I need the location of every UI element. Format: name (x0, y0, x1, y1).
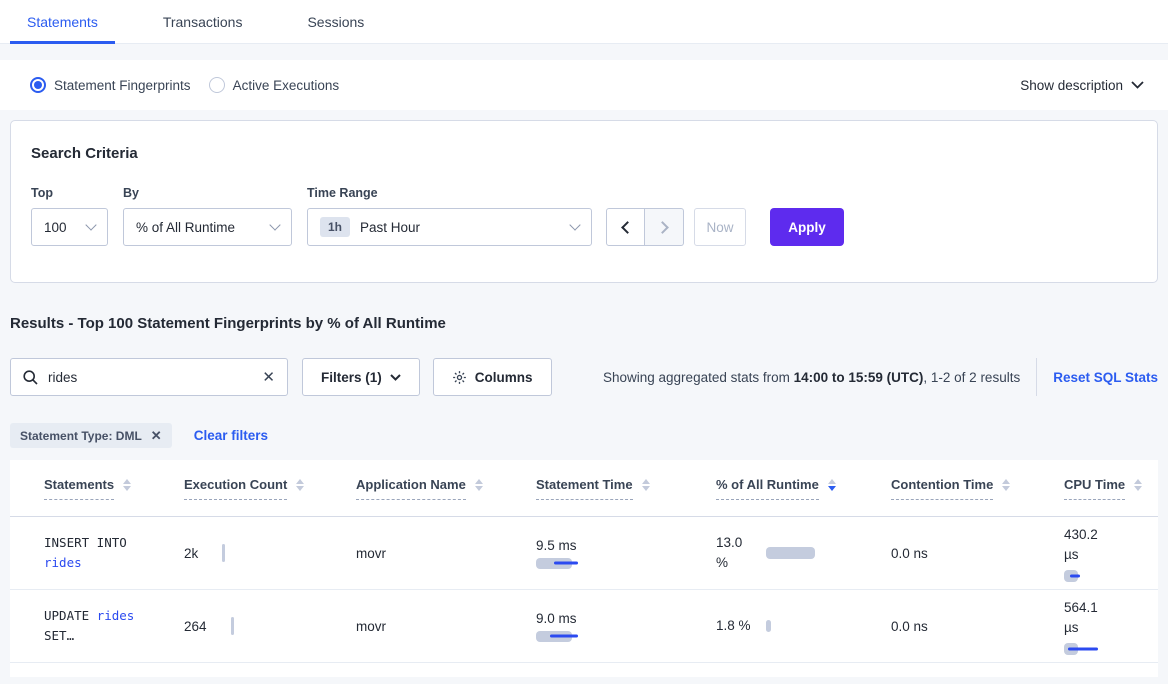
show-description-toggle[interactable]: Show description (1020, 78, 1144, 93)
percent-runtime-cell: 1.8 % (716, 616, 891, 636)
search-icon (23, 369, 38, 385)
radio-unselected-icon[interactable] (208, 77, 225, 93)
previous-time-range-button[interactable] (606, 208, 645, 246)
percent-runtime-bar (766, 620, 771, 632)
cpu-time-bar (1064, 642, 1098, 655)
remove-filter-icon[interactable]: ✕ (150, 427, 162, 443)
sort-icon[interactable] (296, 479, 305, 491)
column-header-percent-of-all-runtime[interactable]: % of All Runtime (716, 477, 891, 500)
by-value: % of All Runtime (136, 219, 236, 235)
radio-active-executions[interactable]: Active Executions (208, 77, 340, 93)
time-range-label: Time Range (307, 186, 378, 200)
percent-runtime-bar (766, 547, 815, 559)
filters-button-label: Filters (1) (321, 369, 382, 385)
chevron-down-icon (569, 219, 581, 231)
apply-button[interactable]: Apply (770, 208, 844, 246)
by-label: By (123, 186, 139, 200)
tab-transactions[interactable]: Transactions (162, 14, 243, 30)
application-name-cell: movr (356, 545, 386, 561)
sort-icon[interactable] (1002, 479, 1011, 491)
filter-chip-label: Statement Type: DML (20, 428, 142, 443)
application-name-cell: movr (356, 618, 386, 634)
radio-label: Statement Fingerprints (54, 77, 191, 93)
results-controls-row: ✕ Filters (1) Columns Showing aggregated… (10, 358, 1158, 396)
show-description-label: Show description (1020, 77, 1123, 93)
filter-chip-statement-type: Statement Type: DML ✕ (10, 423, 172, 448)
statement-fingerprint-link[interactable]: rides (96, 608, 135, 623)
top-label: Top (31, 186, 53, 200)
time-range-select[interactable]: 1h Past Hour (307, 208, 592, 246)
radio-label: Active Executions (232, 77, 340, 93)
tab-sessions[interactable]: Sessions (307, 14, 365, 30)
column-header-contention-time[interactable]: Contention Time (891, 477, 1064, 500)
chevron-left-icon (621, 220, 634, 234)
percent-runtime-cell: 13.0 % (716, 533, 891, 573)
statement-time-cell: 9.5 ms (536, 538, 716, 569)
chevron-down-icon (85, 219, 97, 231)
cpu-time-cell: 430.2 µs (1064, 525, 1158, 582)
table-row[interactable]: UPDATE rides SET… 264 movr 9.0 ms 1.8 % … (10, 590, 1158, 663)
execution-count-bar (230, 617, 234, 635)
now-button[interactable]: Now (694, 208, 746, 246)
tab-statements[interactable]: Statements (10, 2, 115, 44)
statement-time-bar (536, 557, 578, 569)
filters-button[interactable]: Filters (1) (302, 358, 420, 396)
aggregated-stats-text: Showing aggregated stats from 14:00 to 1… (603, 369, 1021, 385)
execution-count-bar (222, 544, 226, 562)
gear-icon (452, 370, 466, 384)
top-value: 100 (44, 219, 67, 235)
statement-cell: INSERT INTO rides (44, 535, 127, 570)
cpu-time-cell: 564.1 µs (1064, 598, 1158, 655)
search-criteria-card: Search Criteria Top 100 By % of All Runt… (10, 120, 1158, 283)
filter-chip-row: Statement Type: DML ✕ Clear filters (10, 423, 1158, 448)
chevron-right-icon (655, 220, 669, 234)
top-select[interactable]: 100 (31, 208, 108, 246)
sort-icon[interactable] (1134, 479, 1143, 491)
statements-table: Statements Execution Count Application N… (10, 460, 1158, 677)
statement-time-cell: 9.0 ms (536, 611, 716, 642)
chevron-down-icon (269, 219, 281, 231)
cpu-time-bar (1064, 569, 1080, 582)
results-heading: Results - Top 100 Statement Fingerprints… (10, 315, 446, 332)
sort-icon[interactable] (123, 479, 132, 491)
column-header-cpu-time[interactable]: CPU Time (1064, 477, 1158, 500)
column-header-execution-count[interactable]: Execution Count (184, 477, 356, 500)
execution-count-cell: 2k (184, 544, 356, 562)
radio-statement-fingerprints[interactable]: Statement Fingerprints (30, 77, 191, 93)
clear-search-icon[interactable]: ✕ (262, 368, 275, 386)
columns-button[interactable]: Columns (432, 358, 552, 396)
reset-sql-stats-link[interactable]: Reset SQL Stats (1053, 369, 1158, 385)
time-range-badge: 1h (320, 217, 351, 237)
search-input[interactable] (48, 369, 253, 385)
statement-fingerprint-link[interactable]: rides (44, 555, 82, 570)
table-header-row: Statements Execution Count Application N… (10, 460, 1158, 517)
contention-time-cell: 0.0 ns (891, 545, 928, 561)
column-header-statements[interactable]: Statements (44, 477, 184, 500)
column-header-statement-time[interactable]: Statement Time (536, 477, 716, 500)
statement-search-box[interactable]: ✕ (10, 358, 288, 396)
table-row[interactable]: INSERT INTO rides 2k movr 9.5 ms 13.0 % … (10, 517, 1158, 590)
sort-icon[interactable] (641, 479, 650, 491)
page-tabbar: Statements Transactions Sessions (0, 0, 1168, 44)
columns-button-label: Columns (474, 369, 533, 385)
view-toggle-row: Statement Fingerprints Active Executions… (0, 60, 1168, 110)
search-criteria-title: Search Criteria (31, 145, 138, 162)
time-range-pager (606, 208, 684, 246)
contention-time-cell: 0.0 ns (891, 618, 928, 634)
time-range-value: Past Hour (360, 219, 421, 235)
next-time-range-button[interactable] (645, 208, 684, 246)
divider (1036, 358, 1038, 396)
statement-cell: UPDATE rides SET… (44, 608, 135, 643)
statement-time-bar (536, 630, 578, 642)
sort-icon[interactable] (827, 479, 836, 491)
by-select[interactable]: % of All Runtime (123, 208, 292, 246)
chevron-down-icon (390, 373, 401, 381)
column-header-application-name[interactable]: Application Name (356, 477, 536, 500)
radio-selected-icon[interactable] (30, 77, 46, 93)
execution-count-cell: 264 (184, 617, 356, 635)
sort-icon[interactable] (474, 479, 483, 491)
chevron-down-icon (1131, 81, 1144, 89)
clear-filters-link[interactable]: Clear filters (193, 428, 268, 443)
